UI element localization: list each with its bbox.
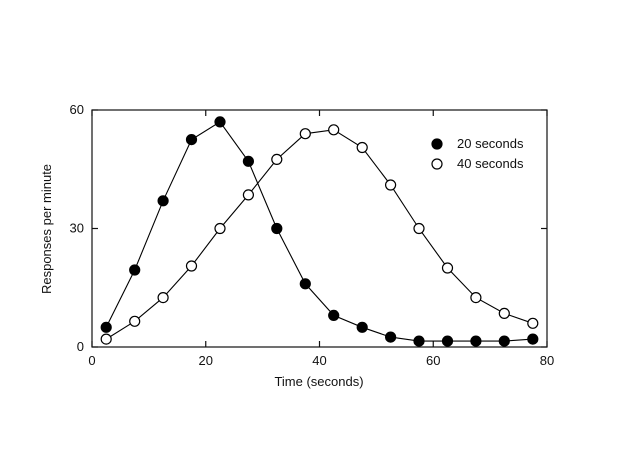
series-2-point-7 [271,153,283,165]
x-tick-label-60: 60 [426,353,440,368]
series-2-point-10 [356,141,368,154]
x-tick-label-40: 40 [312,353,326,368]
series-2-point-4 [185,260,198,272]
y-axis-label: Responses per minute [39,164,54,294]
series-1-point-10 [356,321,368,333]
legend-marker-1 [431,138,443,150]
legend-marker-2 [431,158,443,170]
series-1-point-8 [299,278,311,290]
series-1-point-9 [328,309,340,321]
y-tick-label-0: 0 [77,339,84,354]
series-2-point-16 [527,317,539,329]
series-1-point-7 [271,222,283,235]
series-2-point-15 [498,307,510,319]
series-2-point-1 [100,333,112,345]
x-axis: 0 20 40 60 80 [88,110,554,368]
x-tick-label-0: 0 [88,353,95,368]
series-1-point-12 [413,335,425,347]
series-2-point-11 [385,179,397,191]
series-2-point-3 [157,292,169,304]
series-1-point-16 [527,333,539,345]
series-2-point-2 [129,315,141,327]
series-1-point-6 [242,155,254,167]
x-axis-label: Time (seconds) [274,374,363,389]
series-2-point-14 [470,292,482,304]
y-axis: 0 30 60 [70,102,547,354]
series-layer [100,116,539,347]
x-tick-label-80: 80 [540,353,554,368]
series-2-point-9 [328,124,340,136]
series-2-point-8 [299,128,311,140]
y-tick-label-60: 60 [70,102,84,117]
legend-label-2: 40 seconds [457,156,524,171]
series-1-point-5 [214,116,226,128]
y-tick-label-30: 30 [70,221,84,236]
series-line-2 [105,129,533,340]
series-1-point-13 [441,335,454,347]
series-1-point-3 [157,195,169,207]
series-2-point-13 [441,262,454,274]
series-1-point-11 [385,331,397,343]
series-2-point-6 [242,189,254,201]
series-2-point-5 [214,222,226,235]
legend: 20 seconds 40 seconds [431,136,524,171]
series-2-point-12 [413,222,425,235]
legend-label-1: 20 seconds [457,136,524,151]
x-tick-label-20: 20 [199,353,213,368]
series-1-point-14 [470,335,482,347]
series-1-point-4 [185,134,198,146]
series-line-1 [105,121,533,342]
series-1-point-2 [129,264,141,276]
series-1-point-1 [100,321,112,333]
series-1-point-15 [498,335,510,347]
